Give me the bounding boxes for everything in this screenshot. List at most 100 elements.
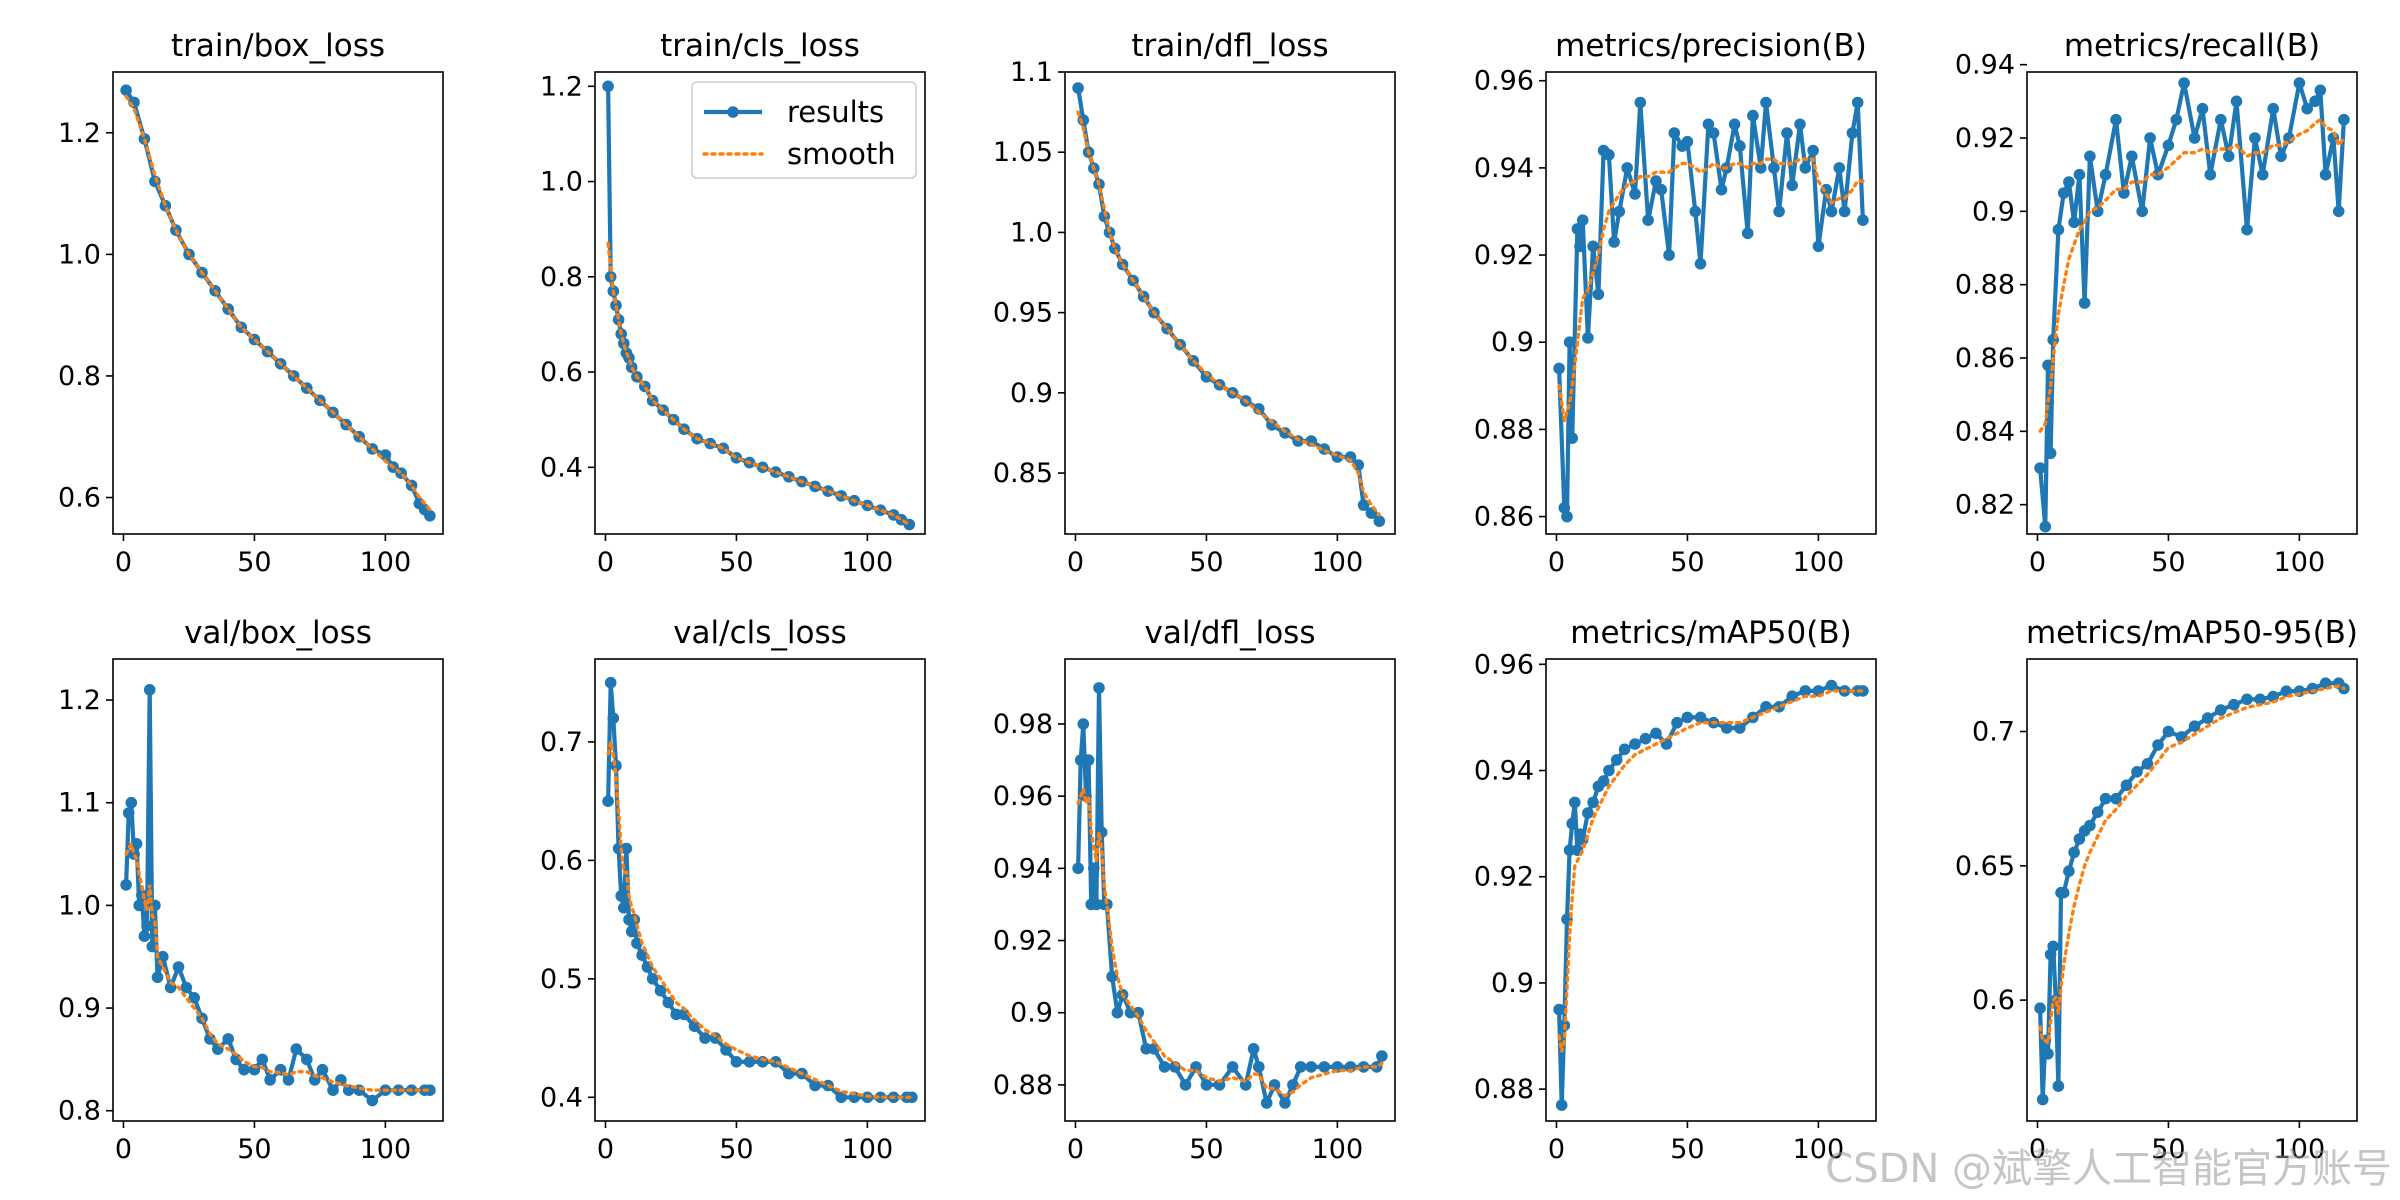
smooth-series-line <box>1076 110 1382 517</box>
legend-results-marker <box>727 106 739 118</box>
chart-title: train/box_loss <box>171 28 385 64</box>
results-point <box>2230 95 2243 108</box>
results-point <box>2254 693 2266 706</box>
legend-results-label: results <box>787 95 884 129</box>
y-tick-label: 0.94 <box>993 853 1053 884</box>
results-point <box>222 1033 234 1045</box>
results-point <box>1571 223 1584 235</box>
y-tick-label: 0.8 <box>58 1096 101 1127</box>
results-point <box>1561 510 1573 523</box>
results-point <box>1610 754 1623 766</box>
plot-frame <box>112 71 444 535</box>
results-point <box>636 949 648 961</box>
chart-panel: metrics/recall(B) 0 50 100 0.82 0.84 0.86 0.88 0… <box>1955 28 2358 578</box>
plot-frame <box>1545 71 1877 535</box>
x-tick-label: 0 <box>1067 1134 1084 1165</box>
results-point <box>2131 766 2143 778</box>
results-point <box>1294 1061 1307 1073</box>
y-tick-label: 0.9 <box>58 993 101 1024</box>
results-point <box>316 1063 329 1076</box>
results-point <box>204 1033 216 1045</box>
x-tick-label: 100 <box>2274 1134 2326 1165</box>
results-point <box>2162 139 2175 152</box>
results-point <box>1266 419 1278 431</box>
results-point <box>607 712 620 724</box>
results-series-line <box>606 680 912 1100</box>
results-point <box>1857 214 1869 226</box>
results-point <box>2314 84 2327 97</box>
y-tick-label: 0.88 <box>993 1070 1053 1101</box>
results-point <box>625 925 638 938</box>
x-tick-label: 0 <box>1548 547 1565 578</box>
chart-title: val/cls_loss <box>673 615 847 651</box>
x-tick-label: 50 <box>1670 1134 1704 1165</box>
results-point <box>1702 118 1715 131</box>
results-point <box>1357 499 1370 511</box>
plot-frame <box>594 658 926 1122</box>
results-point <box>120 84 132 96</box>
results-point <box>1603 764 1615 777</box>
chart-panel: val/box_loss 0 50 100 0.8 0.9 1.0 1.1 1.2 <box>58 615 444 1165</box>
results-point <box>1558 502 1571 514</box>
results-point <box>1082 754 1095 766</box>
results-series-line <box>1076 685 1384 1106</box>
results-point <box>366 1094 379 1107</box>
results-point <box>1655 183 1667 196</box>
x-tick-label: 0 <box>2029 1134 2046 1165</box>
x-tick-label: 50 <box>237 547 271 578</box>
results-point <box>1603 149 1615 161</box>
y-tick-label: 1.2 <box>58 118 101 149</box>
chart-title: val/box_loss <box>184 615 372 651</box>
y-tick-label: 0.6 <box>540 357 583 388</box>
results-point <box>1629 738 1641 750</box>
results-point <box>1106 970 1118 983</box>
chart-panel: metrics/mAP50-95(B) 0 50 100 0.6 0.65 0.7 <box>1955 615 2358 1165</box>
y-tick-label: 0.96 <box>1474 66 1534 97</box>
results-series-line <box>1557 683 1863 1108</box>
y-tick-label: 0.65 <box>1955 851 2015 882</box>
results-point <box>301 1053 313 1066</box>
results-point <box>1621 162 1633 174</box>
results-point <box>1838 205 1851 218</box>
x-tick-label: 100 <box>842 1134 894 1165</box>
chart-panel: val/dfl_loss 0 50 100 0.88 0.9 0.92 0.94 0.96 0.9… <box>993 615 1396 1165</box>
results-point <box>424 1084 436 1096</box>
plot-frame <box>594 71 926 535</box>
y-tick-label: 0.9 <box>1972 196 2015 227</box>
y-tick-label: 0.94 <box>1955 50 2015 81</box>
x-tick-label: 50 <box>719 1134 753 1165</box>
results-point <box>2063 865 2075 877</box>
results-point <box>1563 336 1576 349</box>
results-point <box>1741 227 1754 240</box>
x-tick-label: 100 <box>1793 1134 1845 1165</box>
results-point <box>2034 462 2046 474</box>
y-tick-label: 0.4 <box>540 1082 583 1113</box>
chart-panel: train/box_loss 0 50 100 0.6 0.8 1.0 1.2 <box>58 28 444 578</box>
y-tick-label: 0.94 <box>1474 756 1534 787</box>
results-point <box>157 950 169 963</box>
results-point <box>1253 1061 1265 1073</box>
results-point <box>379 449 392 461</box>
results-point <box>1132 1006 1145 1019</box>
results-point <box>130 838 143 850</box>
y-tick-label: 1.0 <box>1010 217 1053 248</box>
x-tick-label: 0 <box>115 547 132 578</box>
x-tick-label: 0 <box>1067 547 1084 578</box>
results-point <box>290 1043 303 1055</box>
y-tick-label: 0.96 <box>1474 649 1534 680</box>
results-point <box>1566 817 1578 830</box>
results-point <box>1773 205 1785 218</box>
results-point <box>1179 1079 1192 1091</box>
results-point <box>238 1063 250 1076</box>
results-point <box>730 1056 743 1068</box>
results-point <box>1618 743 1631 756</box>
results-point <box>2057 886 2070 899</box>
y-tick-label: 0.9 <box>1491 968 1534 999</box>
results-point <box>662 996 675 1009</box>
y-tick-label: 0.95 <box>993 298 1053 329</box>
results-point <box>1807 144 1819 157</box>
results-point <box>1650 727 1662 740</box>
results-point <box>1728 118 1741 131</box>
plot-frame <box>1545 658 1877 1122</box>
results-point <box>1093 682 1105 694</box>
